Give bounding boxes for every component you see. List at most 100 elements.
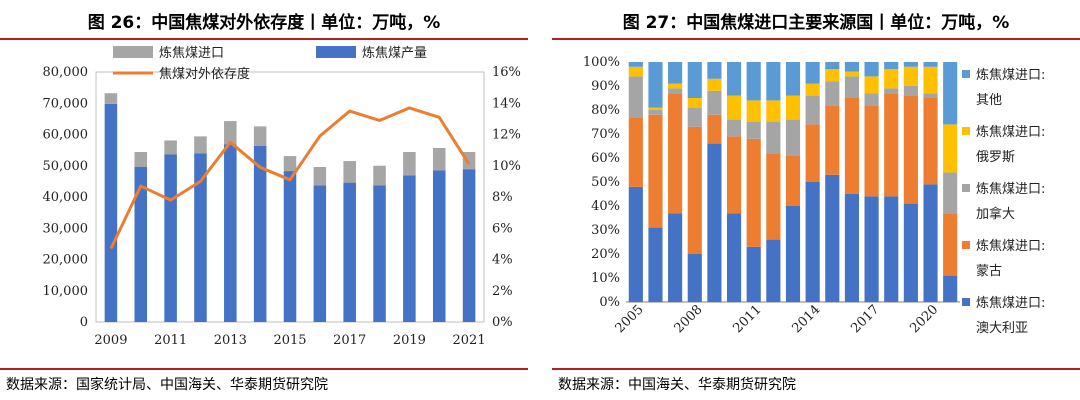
bar-canada — [805, 95, 820, 125]
bar-mongolia — [668, 93, 683, 214]
bar-other — [648, 62, 663, 108]
bar-canada — [668, 88, 683, 94]
right-chart-title: 图 27：中国焦煤进口主要来源国丨单位：万吨，% — [622, 13, 1010, 33]
bar-production — [462, 169, 476, 322]
left-chart: 0 10,000 20,000 30,000 40,000 50,000 60,000 70,… — [43, 46, 521, 348]
x-tick-label: 2014 — [789, 302, 823, 336]
bar-import — [164, 140, 177, 155]
y-tick-label: 20,000 — [43, 253, 89, 268]
bar-mongolia — [766, 153, 781, 240]
legend-swatch-import — [113, 46, 153, 58]
bar-mongolia — [903, 95, 918, 204]
bar-other — [864, 62, 879, 77]
y-tick-label: 40% — [591, 199, 620, 214]
x-tick-label: 2021 — [453, 333, 486, 348]
bar-production — [134, 167, 148, 322]
bar-mongolia — [884, 93, 899, 197]
left-chart-title: 图 26：中国焦煤对外依存度丨单位：万吨，% — [87, 13, 441, 33]
bar-russia — [628, 66, 643, 77]
bar-canada — [707, 90, 722, 115]
y2-tick-label: 12% — [492, 128, 521, 143]
bar-australia — [844, 194, 860, 302]
left-panel: 图 26：中国焦煤对外依存度丨单位：万吨，% 0 10,000 20,000 30,0… — [0, 0, 528, 400]
bar-russia — [785, 95, 801, 120]
bar-mongolia — [805, 124, 820, 182]
bar-canada — [648, 110, 663, 115]
y2-tick-label: 8% — [492, 190, 513, 205]
y2-tick-label: 4% — [492, 253, 513, 268]
bar-production — [373, 185, 386, 322]
bar-mongolia — [825, 105, 840, 175]
bar-other — [923, 62, 938, 67]
bar-other — [668, 62, 683, 84]
y2-tick-label: 10% — [492, 159, 521, 174]
x-tick-label: 2008 — [672, 302, 706, 336]
bar-canada — [943, 172, 958, 214]
bar-production — [403, 175, 416, 322]
legend-label-canada-line1: 炼焦煤进口: — [976, 182, 1045, 197]
bar-other — [785, 62, 801, 96]
right-source: 数据来源：中国海关、华泰期货研究院 — [558, 377, 796, 393]
right-top-rule — [552, 38, 1080, 40]
right-panel: 图 27：中国焦煤进口主要来源国丨单位：万吨，% 0% 10% 20% 30% 40% 5… — [552, 0, 1080, 400]
legend-label-russia-line1: 炼焦煤进口: — [976, 125, 1045, 140]
bar-russia — [687, 98, 702, 108]
y-tick-label: 30,000 — [43, 221, 89, 236]
bar-mongolia — [687, 126, 702, 254]
x-tick-label: 2011 — [154, 333, 187, 348]
bar-mongolia — [707, 114, 722, 144]
y2-tick-label: 14% — [492, 96, 521, 111]
legend-label-australia-line1: 炼焦煤进口: — [976, 296, 1045, 311]
bar-import — [462, 152, 476, 170]
bar-canada — [746, 122, 761, 139]
bar-canada — [884, 88, 899, 94]
bar-import — [134, 152, 148, 167]
bar-production — [283, 171, 297, 322]
bar-production — [432, 170, 446, 322]
bar-canada — [726, 119, 742, 137]
legend-swatch-australia — [962, 298, 970, 306]
y-tick-label: 50,000 — [43, 159, 89, 174]
bar-russia — [864, 76, 879, 94]
bar-other — [903, 62, 918, 67]
legend-label-canada-line2: 加拿大 — [976, 206, 1015, 222]
bar-import — [403, 152, 416, 176]
bar-russia — [805, 83, 820, 96]
bar-other — [766, 62, 781, 101]
bar-mongolia — [785, 155, 801, 206]
x-tick-label: 2020 — [907, 302, 941, 336]
legend-label-mongolia-line1: 炼焦煤进口: — [976, 239, 1045, 254]
legend-label-production: 炼焦煤产量 — [362, 46, 427, 61]
bar-other — [726, 62, 742, 96]
bar-australia — [628, 186, 643, 302]
legend-label-other-line1: 炼焦煤进口: — [976, 68, 1045, 83]
y-tick-label: 10,000 — [43, 284, 89, 299]
bar-import — [373, 165, 386, 186]
bar-australia — [766, 239, 781, 302]
bar-canada — [785, 119, 801, 156]
legend-swatch-other — [962, 70, 970, 78]
bar-import — [104, 93, 118, 104]
legend-label-other-line2: 其他 — [976, 93, 1002, 108]
y-tick-label: 80,000 — [43, 65, 89, 80]
legend-label-mongolia-line2: 蒙古 — [976, 264, 1002, 279]
bar-canada — [844, 76, 860, 98]
bar-import — [194, 136, 207, 154]
bar-australia — [864, 196, 879, 302]
y2-tick-label: 16% — [492, 65, 521, 80]
y2-tick-label: 6% — [492, 221, 513, 236]
bar-canada — [687, 107, 702, 127]
bar-australia — [943, 275, 958, 302]
bar-russia — [648, 107, 663, 110]
bar-russia — [707, 78, 722, 91]
x-tick-label: 2011 — [731, 302, 765, 336]
bar-australia — [707, 143, 722, 302]
legend-label-dependence: 焦煤对外依存度 — [159, 66, 250, 82]
legend-label-russia-line2: 俄罗斯 — [976, 150, 1015, 165]
y-tick-label: 30% — [591, 223, 620, 238]
bar-australia — [785, 206, 801, 302]
bar-australia — [726, 213, 742, 302]
bar-other — [884, 62, 899, 70]
legend-swatch-canada — [962, 184, 970, 192]
x-tick-label: 2017 — [848, 302, 882, 336]
